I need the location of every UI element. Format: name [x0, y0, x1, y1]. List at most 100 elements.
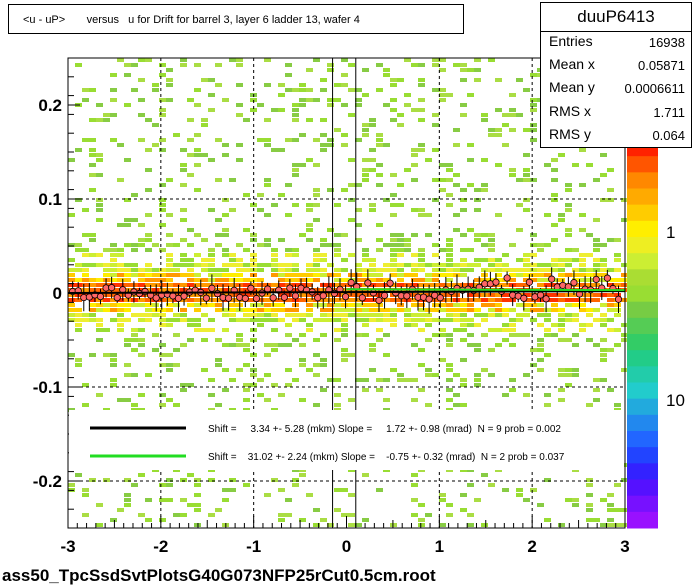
heatmap-cell [82, 513, 89, 517]
heatmap-cell [117, 263, 124, 267]
heatmap-cell [327, 303, 334, 307]
heatmap-cell [187, 118, 194, 122]
heatmap-cell [502, 263, 509, 267]
heatmap-cell [544, 163, 551, 167]
heatmap-cell [257, 263, 264, 267]
plot-title-box: <u - uP> versus u for Drift for barrel 3… [8, 4, 464, 34]
heatmap-cell [537, 323, 544, 327]
heatmap-cell [166, 363, 173, 367]
heatmap-cell [208, 158, 215, 162]
heatmap-cell [453, 313, 460, 317]
heatmap-cell [152, 288, 159, 292]
heatmap-cell [313, 138, 320, 142]
heatmap-cell [166, 398, 173, 402]
heatmap-cell [68, 243, 75, 247]
heatmap-cell [481, 258, 488, 262]
heatmap-cell [124, 338, 131, 342]
heatmap-cell [348, 493, 355, 497]
heatmap-cell [432, 308, 439, 312]
heatmap-cell [439, 68, 446, 72]
heatmap-cell [124, 373, 131, 377]
heatmap-cell [376, 273, 383, 277]
heatmap-cell [138, 238, 145, 242]
heatmap-cell [523, 273, 530, 277]
heatmap-cell [481, 183, 488, 187]
heatmap-cell [236, 268, 243, 272]
heatmap-cell [166, 253, 173, 257]
heatmap-cell [285, 138, 292, 142]
heatmap-cell [418, 78, 425, 82]
heatmap-cell [264, 243, 271, 247]
heatmap-cell [82, 208, 89, 212]
heatmap-cell [467, 283, 474, 287]
heatmap-cell [404, 103, 411, 107]
heatmap-cell [460, 208, 467, 212]
heatmap-cell [278, 518, 285, 522]
heatmap-cell [600, 348, 607, 352]
y-tick-label: -0.1 [33, 378, 62, 397]
heatmap-cell [166, 318, 173, 322]
color-scale-segment [627, 204, 658, 222]
heatmap-cell [285, 263, 292, 267]
heatmap-cell [124, 158, 131, 162]
heatmap-cell [474, 208, 481, 212]
heatmap-cell [320, 133, 327, 137]
heatmap-cell [355, 523, 362, 527]
heatmap-cell [229, 258, 236, 262]
heatmap-cell [173, 313, 180, 317]
heatmap-cell [110, 263, 117, 267]
heatmap-cell [516, 273, 523, 277]
heatmap-cell [201, 123, 208, 127]
heatmap-cell [145, 373, 152, 377]
heatmap-cell [474, 323, 481, 327]
heatmap-cell [523, 198, 530, 202]
heatmap-cell [187, 503, 194, 507]
heatmap-cell [194, 88, 201, 92]
heatmap-cell [572, 268, 579, 272]
heatmap-cell [152, 303, 159, 307]
heatmap-cell [418, 388, 425, 392]
heatmap-cell [264, 493, 271, 497]
heatmap-cell [243, 308, 250, 312]
heatmap-cell [460, 63, 467, 67]
heatmap-cell [131, 63, 138, 67]
heatmap-cell [278, 343, 285, 347]
heatmap-cell [453, 183, 460, 187]
heatmap-cell [390, 98, 397, 102]
heatmap-cell [271, 328, 278, 332]
heatmap-cell [166, 258, 173, 262]
heatmap-cell [82, 88, 89, 92]
heatmap-cell [404, 323, 411, 327]
heatmap-cell [110, 293, 117, 297]
heatmap-cell [523, 313, 530, 317]
heatmap-cell [404, 318, 411, 322]
heatmap-cell [600, 338, 607, 342]
heatmap-cell [495, 328, 502, 332]
heatmap-cell [131, 348, 138, 352]
heatmap-cell [565, 313, 572, 317]
heatmap-cell [180, 63, 187, 67]
heatmap-cell [474, 68, 481, 72]
x-tick-label: 2 [527, 537, 536, 556]
heatmap-cell [257, 308, 264, 312]
color-scale-segment [627, 237, 658, 254]
heatmap-cell [334, 338, 341, 342]
heatmap-cell [418, 118, 425, 122]
heatmap-cell [467, 158, 474, 162]
heatmap-cell [383, 263, 390, 267]
heatmap-cell [355, 268, 362, 272]
stats-value: 0.0006611 [624, 81, 686, 96]
heatmap-cell [369, 263, 376, 267]
heatmap-cell [292, 268, 299, 272]
heatmap-cell [75, 278, 82, 282]
heatmap-cell [341, 318, 348, 322]
heatmap-cell [593, 378, 600, 382]
heatmap-cell [593, 388, 600, 392]
heatmap-cell [145, 248, 152, 252]
heatmap-cell [544, 478, 551, 482]
heatmap-cell [236, 278, 243, 282]
heatmap-cell [523, 498, 530, 502]
heatmap-cell [411, 473, 418, 477]
heatmap-cell [572, 368, 579, 372]
heatmap-cell [439, 303, 446, 307]
